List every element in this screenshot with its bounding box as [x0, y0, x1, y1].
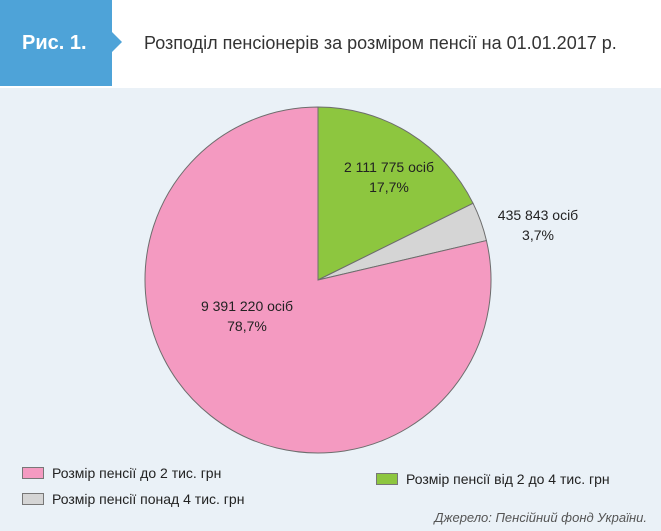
slice-under-2k: [144, 106, 492, 454]
legend-item-2k-to-4k: Розмір пенсії від 2 до 4 тис. грн: [376, 471, 610, 487]
slice-2k-to-4k-percent-label: 17,7%: [369, 179, 409, 195]
legend-swatch-2k-to-4k: [376, 473, 398, 485]
pie-slices: [144, 106, 492, 454]
pie-labels: 2 111 775 осіб 17,7% 435 843 осіб 3,7% 9 391…: [201, 159, 578, 334]
slice-over-4k-percent-label: 3,7%: [522, 227, 554, 243]
slice-under-2k-value-label: 9 391 220 осіб: [201, 298, 293, 314]
figure-label: Рис. 1.: [0, 0, 112, 86]
legend-item-over-4k: Розмір пенсії понад 4 тис. грн: [22, 491, 244, 507]
slice-over-4k-value-label: 435 843 осіб: [498, 207, 578, 223]
legend-swatch-under-2k: [22, 467, 44, 479]
badge-arrow-icon: [112, 32, 122, 52]
slice-under-2k-percent-label: 78,7%: [227, 318, 267, 334]
legend-label-over-4k: Розмір пенсії понад 4 тис. грн: [52, 491, 245, 507]
slice-2k-to-4k: [317, 106, 474, 281]
slice-2k-to-4k-value-label: 2 111 775 осіб: [344, 159, 434, 175]
legend-item-under-2k: Розмір пенсії до 2 тис. грн: [22, 465, 221, 481]
figure-header: Рис. 1. Розподіл пенсіонерів за розміром…: [0, 0, 661, 88]
source-note: Джерело: Пенсійний фонд України.: [434, 510, 647, 525]
chart-title: Розподіл пенсіонерів за розміром пенсії …: [144, 33, 617, 53]
legend-label-2k-to-4k: Розмір пенсії від 2 до 4 тис. грн: [406, 471, 610, 487]
chart-panel: 2 111 775 осіб 17,7% 435 843 осіб 3,7% 9 391…: [0, 88, 661, 531]
legend-label-under-2k: Розмір пенсії до 2 тис. грн: [52, 465, 222, 481]
legend-swatch-over-4k: [22, 493, 44, 505]
pie-chart: 2 111 775 осіб 17,7% 435 843 осіб 3,7% 9 391…: [144, 106, 578, 454]
